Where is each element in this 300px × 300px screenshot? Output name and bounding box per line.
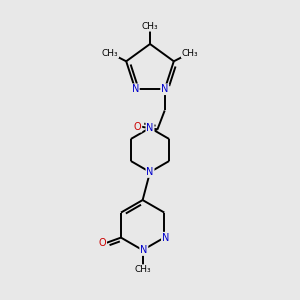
Text: N: N <box>161 84 168 94</box>
Text: N: N <box>140 245 148 255</box>
Text: CH₃: CH₃ <box>134 265 151 274</box>
Text: O: O <box>134 122 141 132</box>
Text: N: N <box>146 123 154 133</box>
Text: CH₃: CH₃ <box>142 22 158 31</box>
Text: CH₃: CH₃ <box>102 49 118 58</box>
Text: CH₃: CH₃ <box>182 49 198 58</box>
Text: N: N <box>162 232 169 243</box>
Text: N: N <box>146 167 154 177</box>
Text: N: N <box>132 84 139 94</box>
Text: O: O <box>99 238 106 248</box>
